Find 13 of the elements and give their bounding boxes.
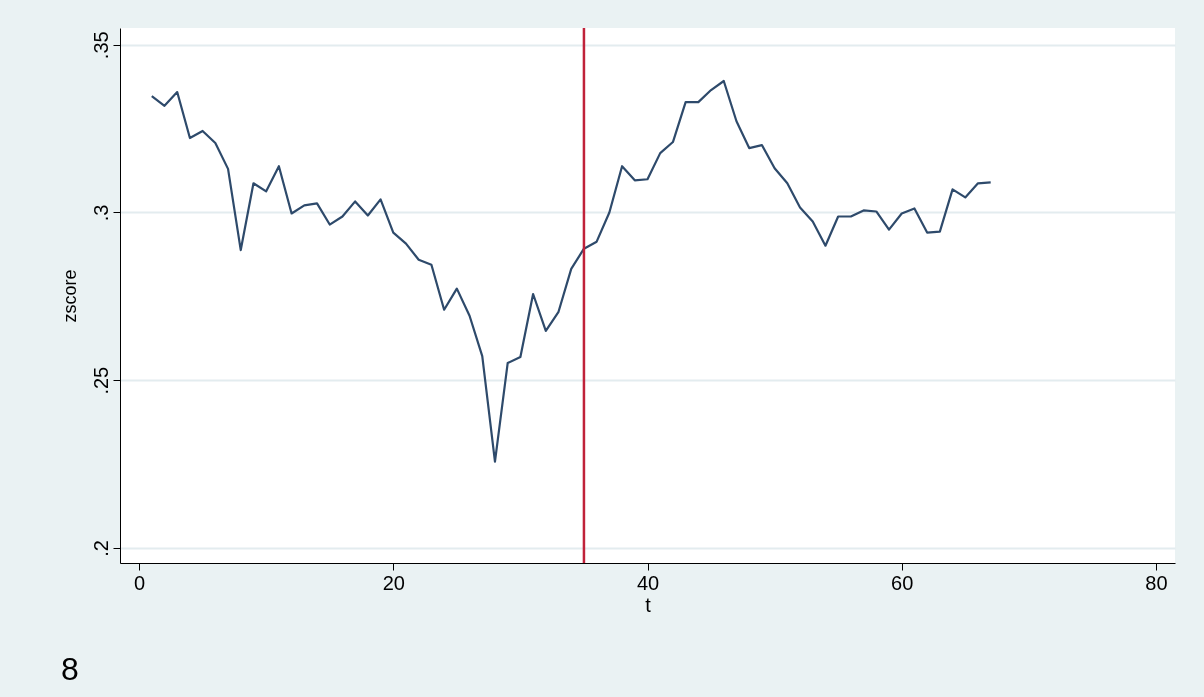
y-tick-label: .25: [89, 366, 112, 395]
y-tick-label: .3: [89, 204, 112, 222]
text: 8: [61, 651, 79, 687]
x-tick-label: 80: [1145, 571, 1168, 594]
line-series: [150, 79, 992, 463]
x-axis-title: t: [645, 593, 652, 616]
x-tick-label: 20: [382, 571, 405, 594]
x-tick-label: 0: [134, 571, 146, 594]
x-tick-label: 60: [891, 571, 914, 594]
y-tick-label: .2: [89, 540, 112, 557]
x-tick-label: 40: [636, 571, 660, 594]
y-axis-title: zscore: [59, 269, 80, 323]
y-tick-label: .35: [89, 31, 112, 60]
